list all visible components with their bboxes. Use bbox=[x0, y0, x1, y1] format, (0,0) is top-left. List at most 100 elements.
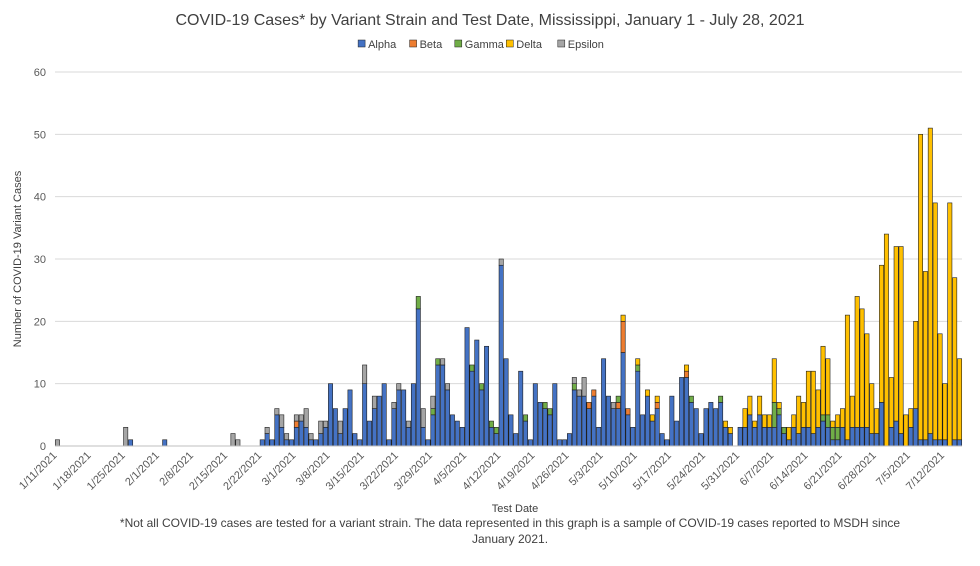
bar-segment-epsilon bbox=[123, 426, 129, 447]
bar-segment-alpha bbox=[610, 408, 616, 447]
bar-segment-delta bbox=[898, 246, 904, 434]
y-tick-label: 40 bbox=[34, 192, 46, 204]
bar-segment-delta bbox=[918, 134, 923, 441]
bar-segment-gamma bbox=[835, 426, 841, 441]
y-tick-label: 20 bbox=[34, 316, 46, 328]
bar-segment-alpha bbox=[308, 439, 314, 447]
bar-segment-alpha bbox=[645, 395, 650, 447]
bar-segment-alpha bbox=[630, 426, 636, 447]
bar-segment-alpha bbox=[425, 439, 431, 447]
bar-segment-alpha bbox=[162, 439, 168, 447]
bar-segment-epsilon bbox=[430, 395, 436, 409]
legend-swatch-beta bbox=[409, 39, 417, 48]
x-axis-label: Test Date bbox=[492, 503, 538, 515]
bar-segment-gamma bbox=[493, 426, 499, 434]
bar-segment-alpha bbox=[259, 439, 265, 447]
bar-segment-alpha bbox=[835, 439, 841, 447]
bar-segment-alpha bbox=[898, 433, 904, 447]
bar-segment-alpha bbox=[620, 352, 626, 447]
bar-segment-alpha bbox=[601, 358, 607, 447]
bar-segment-delta bbox=[635, 358, 641, 366]
bar-segment-alpha bbox=[469, 370, 475, 447]
chart-title: COVID-19 Cases* by Variant Strain and Te… bbox=[175, 12, 804, 29]
bar-segment-delta bbox=[913, 321, 919, 409]
bar-segment-alpha bbox=[445, 389, 450, 447]
bar-segment-delta bbox=[854, 296, 860, 428]
bar-segment-alpha bbox=[293, 426, 299, 447]
bar-segment-epsilon bbox=[371, 395, 377, 409]
y-tick-label: 30 bbox=[34, 254, 46, 266]
bar-segment-delta bbox=[903, 414, 909, 447]
bar-segment-alpha bbox=[279, 426, 285, 447]
bar-segment-alpha bbox=[810, 433, 816, 447]
bar-segment-alpha bbox=[537, 402, 543, 447]
bar-segment-alpha bbox=[708, 402, 714, 447]
bar-segment-alpha bbox=[869, 433, 875, 447]
bar-segment-alpha bbox=[576, 395, 582, 447]
legend: Alpha Beta Gamma Delta Epsilon bbox=[357, 39, 604, 51]
bar-segment-gamma bbox=[781, 426, 787, 434]
bar-segment-delta bbox=[840, 408, 845, 428]
bar-segment-alpha bbox=[430, 414, 436, 447]
bar-segment-epsilon bbox=[230, 433, 236, 447]
bar-segment-delta bbox=[908, 408, 914, 428]
bar-segment-alpha bbox=[879, 402, 884, 447]
bar-segment-alpha bbox=[952, 439, 958, 447]
bar-segment-gamma bbox=[615, 395, 621, 403]
bar-segment-delta bbox=[649, 414, 655, 422]
bar-segment-alpha bbox=[464, 327, 470, 447]
bar-segment-beta bbox=[586, 402, 592, 409]
bar-segment-alpha bbox=[459, 426, 465, 447]
bar-segment-alpha bbox=[718, 402, 724, 447]
bar-segment-gamma bbox=[776, 408, 782, 416]
bar-segment-epsilon bbox=[323, 420, 329, 428]
bar-segment-epsilon bbox=[581, 377, 587, 397]
bar-segment-alpha bbox=[488, 426, 494, 447]
bar-segment-alpha bbox=[888, 426, 894, 447]
bar-segment-gamma bbox=[771, 402, 777, 428]
bar-segment-alpha bbox=[289, 439, 294, 447]
bar-segment-alpha bbox=[801, 426, 806, 447]
bar-segment-alpha bbox=[684, 377, 689, 447]
bar-segment-delta bbox=[869, 383, 875, 434]
bar-segment-alpha bbox=[723, 426, 728, 447]
bar-segment-delta bbox=[932, 202, 938, 441]
bar-segment-epsilon bbox=[298, 414, 304, 422]
bar-segment-delta bbox=[771, 358, 777, 403]
bar-segment-alpha bbox=[547, 414, 553, 447]
x-tick-label: 2/1/2021 bbox=[123, 450, 162, 489]
bar-segment-alpha bbox=[825, 426, 831, 447]
bar-segment-alpha bbox=[654, 408, 660, 447]
bar-segment-alpha bbox=[615, 408, 621, 447]
bar-segment-epsilon bbox=[308, 433, 314, 441]
bar-segment-alpha bbox=[527, 439, 533, 447]
bar-segment-alpha bbox=[440, 364, 446, 447]
bar-segment-alpha bbox=[264, 433, 270, 447]
bar-segment-alpha bbox=[523, 420, 529, 447]
bar-segment-epsilon bbox=[337, 420, 343, 434]
bar-segment-delta bbox=[752, 420, 758, 428]
bar-segment-gamma bbox=[635, 364, 641, 372]
bar-segment-alpha bbox=[410, 383, 416, 447]
bar-segment-epsilon bbox=[293, 414, 299, 422]
legend-swatch-alpha bbox=[357, 39, 366, 48]
bar-segment-delta bbox=[820, 345, 826, 416]
bar-segment-alpha bbox=[859, 426, 865, 447]
bar-segment-delta bbox=[883, 233, 889, 447]
bar-segment-epsilon bbox=[576, 389, 582, 397]
bar-segment-gamma bbox=[825, 414, 831, 428]
bar-segment-alpha bbox=[669, 395, 675, 447]
bar-segment-alpha bbox=[922, 439, 928, 447]
bar-segment-alpha bbox=[640, 414, 646, 447]
bar-segment-alpha bbox=[269, 439, 275, 447]
bar-segment-alpha bbox=[484, 345, 490, 447]
bar-segment-alpha bbox=[908, 426, 914, 447]
bar-segment-delta bbox=[879, 264, 884, 403]
bar-segment-delta bbox=[893, 246, 899, 422]
bar-segment-delta bbox=[723, 420, 728, 428]
bar-segment-gamma bbox=[547, 408, 553, 416]
bar-segment-alpha bbox=[942, 439, 948, 447]
bar-segment-delta bbox=[937, 333, 943, 441]
x-tick-label: 3/1/2021 bbox=[260, 450, 299, 489]
